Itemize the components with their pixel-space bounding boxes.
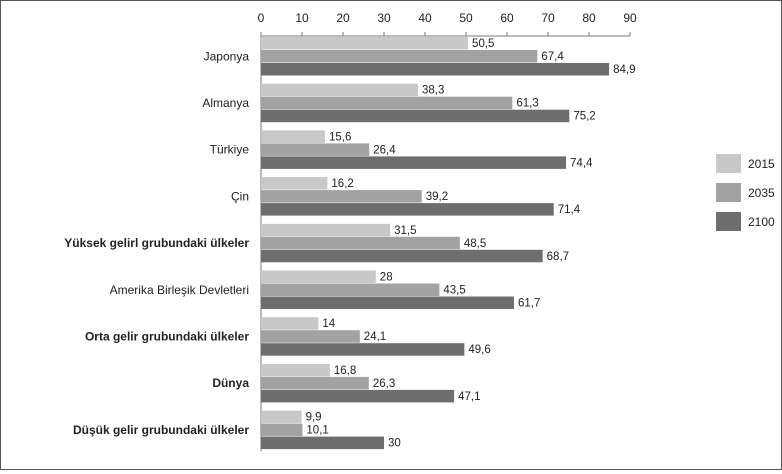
bar-2100	[261, 63, 610, 76]
data-label: 71,4	[558, 204, 581, 216]
category-label: Orta gelir grubundaki ülkeler	[85, 329, 249, 343]
bar-2100	[261, 389, 455, 403]
x-tick-label: 20	[336, 11, 350, 25]
bar-2015	[261, 410, 302, 424]
x-tick-label: 80	[582, 11, 596, 25]
x-tick-label: 40	[418, 11, 432, 25]
data-label: 30	[388, 438, 401, 450]
data-label: 9,9	[306, 412, 322, 424]
data-label: 15,6	[329, 131, 351, 143]
data-label: 68,7	[547, 251, 569, 263]
x-tick-label: 30	[377, 11, 391, 25]
bar-2100	[261, 203, 554, 216]
data-label: 84,9	[613, 64, 635, 76]
bar-2015	[261, 37, 469, 50]
data-label: 48,5	[464, 238, 486, 250]
category-label: Çin	[231, 189, 249, 203]
x-tick-label: 0	[258, 11, 265, 25]
data-label: 75,2	[573, 111, 595, 123]
x-tick-label: 90	[623, 11, 637, 25]
bar-2035	[261, 330, 360, 343]
bar-2035	[261, 423, 303, 437]
data-label: 26,4	[373, 144, 396, 156]
data-label: 28	[380, 272, 393, 284]
bar-2015	[261, 177, 328, 190]
data-label: 61,7	[518, 298, 540, 310]
bar-2100	[261, 343, 465, 356]
category-label: Düşük gelir grubundaki ülkeler	[73, 423, 249, 437]
x-tick-label: 60	[500, 11, 514, 25]
data-label: 50,5	[472, 38, 494, 50]
legend-swatch-2035	[716, 183, 741, 202]
data-label: 14	[322, 318, 335, 330]
bar-2100	[261, 296, 514, 309]
legend-label: 2100	[748, 215, 775, 229]
bar-2035	[261, 376, 369, 390]
bar-2035	[261, 143, 370, 156]
bar-2035	[261, 190, 422, 203]
data-label: 26,3	[373, 378, 395, 390]
category-label: Almanya	[202, 96, 249, 110]
legend-swatch-2015	[716, 154, 741, 173]
bar-2100	[261, 249, 543, 263]
category-label: Amerika Birleşik Devletleri	[110, 283, 249, 297]
x-tick-label: 70	[541, 11, 555, 25]
data-label: 49,6	[468, 344, 490, 356]
data-label: 67,4	[541, 51, 564, 63]
bar-2035	[261, 283, 440, 296]
bar-2015	[261, 270, 376, 283]
bar-2015	[261, 130, 325, 143]
bar-2015	[261, 317, 319, 330]
bar-2035	[261, 236, 460, 250]
bar-2035	[261, 96, 513, 110]
bar-2100	[261, 436, 384, 450]
data-label: 16,8	[334, 365, 356, 377]
data-label: 61,3	[516, 98, 538, 110]
data-label: 47,1	[458, 391, 480, 403]
category-label: Yüksek gelirl grubundaki ülkeler	[64, 236, 249, 250]
x-tick-label: 50	[459, 11, 473, 25]
category-label: Dünya	[212, 376, 249, 390]
bar-2015	[261, 363, 330, 377]
legend-label: 2035	[748, 186, 775, 200]
legend-label: 2015	[748, 157, 775, 171]
data-label: 31,5	[394, 225, 416, 237]
data-label: 24,1	[364, 331, 386, 343]
data-label: 16,2	[331, 178, 353, 190]
bar-2015	[261, 223, 391, 237]
data-label: 39,2	[426, 191, 448, 203]
bar-2015	[261, 83, 419, 97]
data-label: 38,3	[422, 85, 444, 97]
x-tick-label: 10	[295, 11, 309, 25]
category-label: Türkiye	[210, 143, 250, 157]
category-label: Japonya	[204, 49, 250, 63]
bar-2100	[261, 156, 567, 169]
data-label: 74,4	[570, 157, 593, 169]
bar-2035	[261, 50, 538, 63]
data-label: 10,1	[306, 425, 328, 437]
data-label: 43,5	[443, 285, 465, 297]
legend-swatch-2100	[716, 212, 741, 231]
bar-2100	[261, 109, 570, 123]
